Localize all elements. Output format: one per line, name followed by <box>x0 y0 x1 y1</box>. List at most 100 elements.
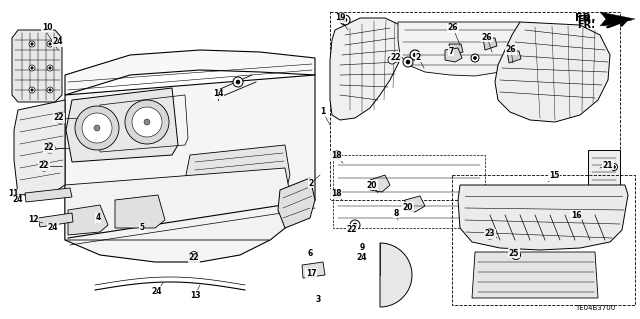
Polygon shape <box>68 205 108 235</box>
Polygon shape <box>600 12 635 26</box>
Polygon shape <box>458 185 628 250</box>
Circle shape <box>612 166 616 168</box>
Text: 2: 2 <box>308 179 314 188</box>
Polygon shape <box>448 48 460 60</box>
Text: 24: 24 <box>152 286 163 295</box>
Text: 14: 14 <box>212 90 223 99</box>
Circle shape <box>49 67 51 69</box>
Circle shape <box>390 58 394 62</box>
Text: TE04B3700: TE04B3700 <box>575 305 615 311</box>
Circle shape <box>49 89 51 91</box>
Polygon shape <box>38 213 73 227</box>
Polygon shape <box>495 22 610 122</box>
Text: 8: 8 <box>394 209 399 218</box>
Circle shape <box>189 251 198 261</box>
Text: 18: 18 <box>331 189 341 198</box>
Circle shape <box>42 164 46 168</box>
Polygon shape <box>185 145 290 205</box>
Circle shape <box>31 89 33 91</box>
Polygon shape <box>370 175 390 192</box>
Text: 12: 12 <box>28 216 38 225</box>
Circle shape <box>31 43 33 45</box>
Circle shape <box>29 65 35 71</box>
Text: 23: 23 <box>484 229 495 239</box>
Text: 11: 11 <box>8 189 19 198</box>
Text: 22: 22 <box>189 254 199 263</box>
Circle shape <box>388 56 396 64</box>
Circle shape <box>94 125 100 131</box>
Text: 22: 22 <box>347 225 357 234</box>
Text: 5: 5 <box>140 224 145 233</box>
Polygon shape <box>588 150 620 185</box>
Text: FR.: FR. <box>577 15 595 25</box>
Text: 24: 24 <box>356 254 367 263</box>
Circle shape <box>343 18 347 22</box>
Text: 24: 24 <box>13 196 23 204</box>
Circle shape <box>353 223 357 227</box>
Text: 9: 9 <box>360 242 365 251</box>
Text: 20: 20 <box>367 181 377 189</box>
Polygon shape <box>65 168 295 240</box>
Text: 26: 26 <box>448 24 458 33</box>
Circle shape <box>514 253 518 257</box>
Text: 4: 4 <box>95 213 100 222</box>
Polygon shape <box>330 18 405 120</box>
Polygon shape <box>449 44 463 56</box>
Polygon shape <box>507 51 521 63</box>
Text: 22: 22 <box>391 53 401 62</box>
Text: 6: 6 <box>307 249 312 257</box>
Text: 22: 22 <box>54 114 64 122</box>
Circle shape <box>511 250 520 259</box>
Text: 22: 22 <box>39 161 49 170</box>
Circle shape <box>333 190 341 198</box>
Circle shape <box>340 15 350 25</box>
Polygon shape <box>65 75 315 262</box>
Polygon shape <box>472 252 598 298</box>
Text: FR.: FR. <box>575 13 596 23</box>
Circle shape <box>485 229 495 239</box>
Polygon shape <box>65 50 315 95</box>
Circle shape <box>192 254 196 258</box>
Circle shape <box>333 151 341 159</box>
Circle shape <box>31 67 33 69</box>
Circle shape <box>75 106 119 150</box>
Polygon shape <box>14 100 65 195</box>
Text: 13: 13 <box>189 291 200 300</box>
Circle shape <box>335 192 339 196</box>
Circle shape <box>471 54 479 62</box>
Text: 24: 24 <box>48 224 58 233</box>
Text: 1: 1 <box>321 108 326 116</box>
Circle shape <box>48 146 52 150</box>
Circle shape <box>144 119 150 125</box>
Text: 10: 10 <box>42 23 52 32</box>
Text: 17: 17 <box>306 269 316 278</box>
Polygon shape <box>398 22 535 76</box>
Polygon shape <box>115 195 165 228</box>
Circle shape <box>474 56 477 60</box>
Text: 26: 26 <box>506 46 516 55</box>
Polygon shape <box>66 88 178 162</box>
Circle shape <box>236 80 240 84</box>
Polygon shape <box>25 188 72 202</box>
Text: 15: 15 <box>549 172 559 181</box>
Circle shape <box>82 113 112 143</box>
Polygon shape <box>483 38 497 50</box>
Text: FR.: FR. <box>577 20 595 30</box>
Circle shape <box>55 113 65 123</box>
Polygon shape <box>603 14 632 26</box>
Polygon shape <box>12 30 62 102</box>
Circle shape <box>488 232 492 236</box>
Circle shape <box>29 87 35 93</box>
Polygon shape <box>445 48 462 62</box>
Circle shape <box>132 107 162 137</box>
Circle shape <box>611 164 618 170</box>
Circle shape <box>413 53 417 57</box>
Polygon shape <box>278 178 315 228</box>
Circle shape <box>47 87 53 93</box>
Text: 16: 16 <box>571 211 581 219</box>
Text: 7: 7 <box>448 47 454 56</box>
Text: 24: 24 <box>52 38 63 47</box>
Circle shape <box>47 65 53 71</box>
Circle shape <box>233 77 243 87</box>
Circle shape <box>406 60 410 64</box>
